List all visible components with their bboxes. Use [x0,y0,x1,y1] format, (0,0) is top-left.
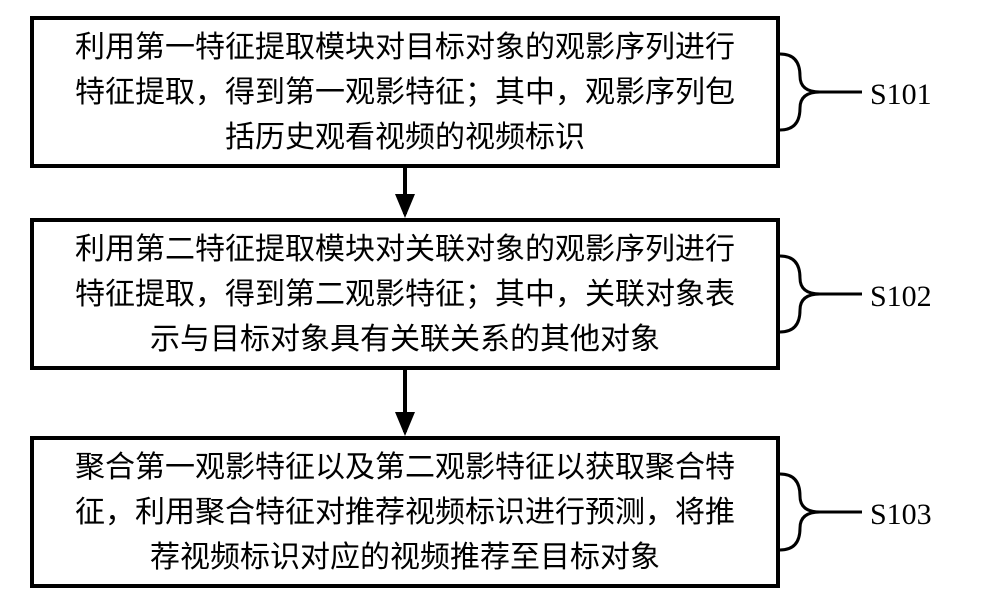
flowchart-node-s103: 聚合第一观影特征以及第二观影特征以获取聚合特 征，利用聚合特征对推荐视频标识进行… [30,436,780,588]
node-text: 利用第二特征提取模块对关联对象的观影序列进行 特征提取，得到第二观影特征；其中，… [75,227,735,362]
node-text: 聚合第一观影特征以及第二观影特征以获取聚合特 征，利用聚合特征对推荐视频标识进行… [75,445,735,580]
step-label-s102: S102 [870,280,932,314]
step-label-s101: S101 [870,78,932,112]
node-text: 利用第一特征提取模块对目标对象的观影序列进行 特征提取，得到第一观影特征；其中，… [75,25,735,160]
step-label-s103: S103 [870,498,932,532]
flowchart-node-s101: 利用第一特征提取模块对目标对象的观影序列进行 特征提取，得到第一观影特征；其中，… [30,16,780,168]
flowchart-node-s102: 利用第二特征提取模块对关联对象的观影序列进行 特征提取，得到第二观影特征；其中，… [30,218,780,370]
flowchart-canvas: 利用第一特征提取模块对目标对象的观影序列进行 特征提取，得到第一观影特征；其中，… [0,0,1000,614]
